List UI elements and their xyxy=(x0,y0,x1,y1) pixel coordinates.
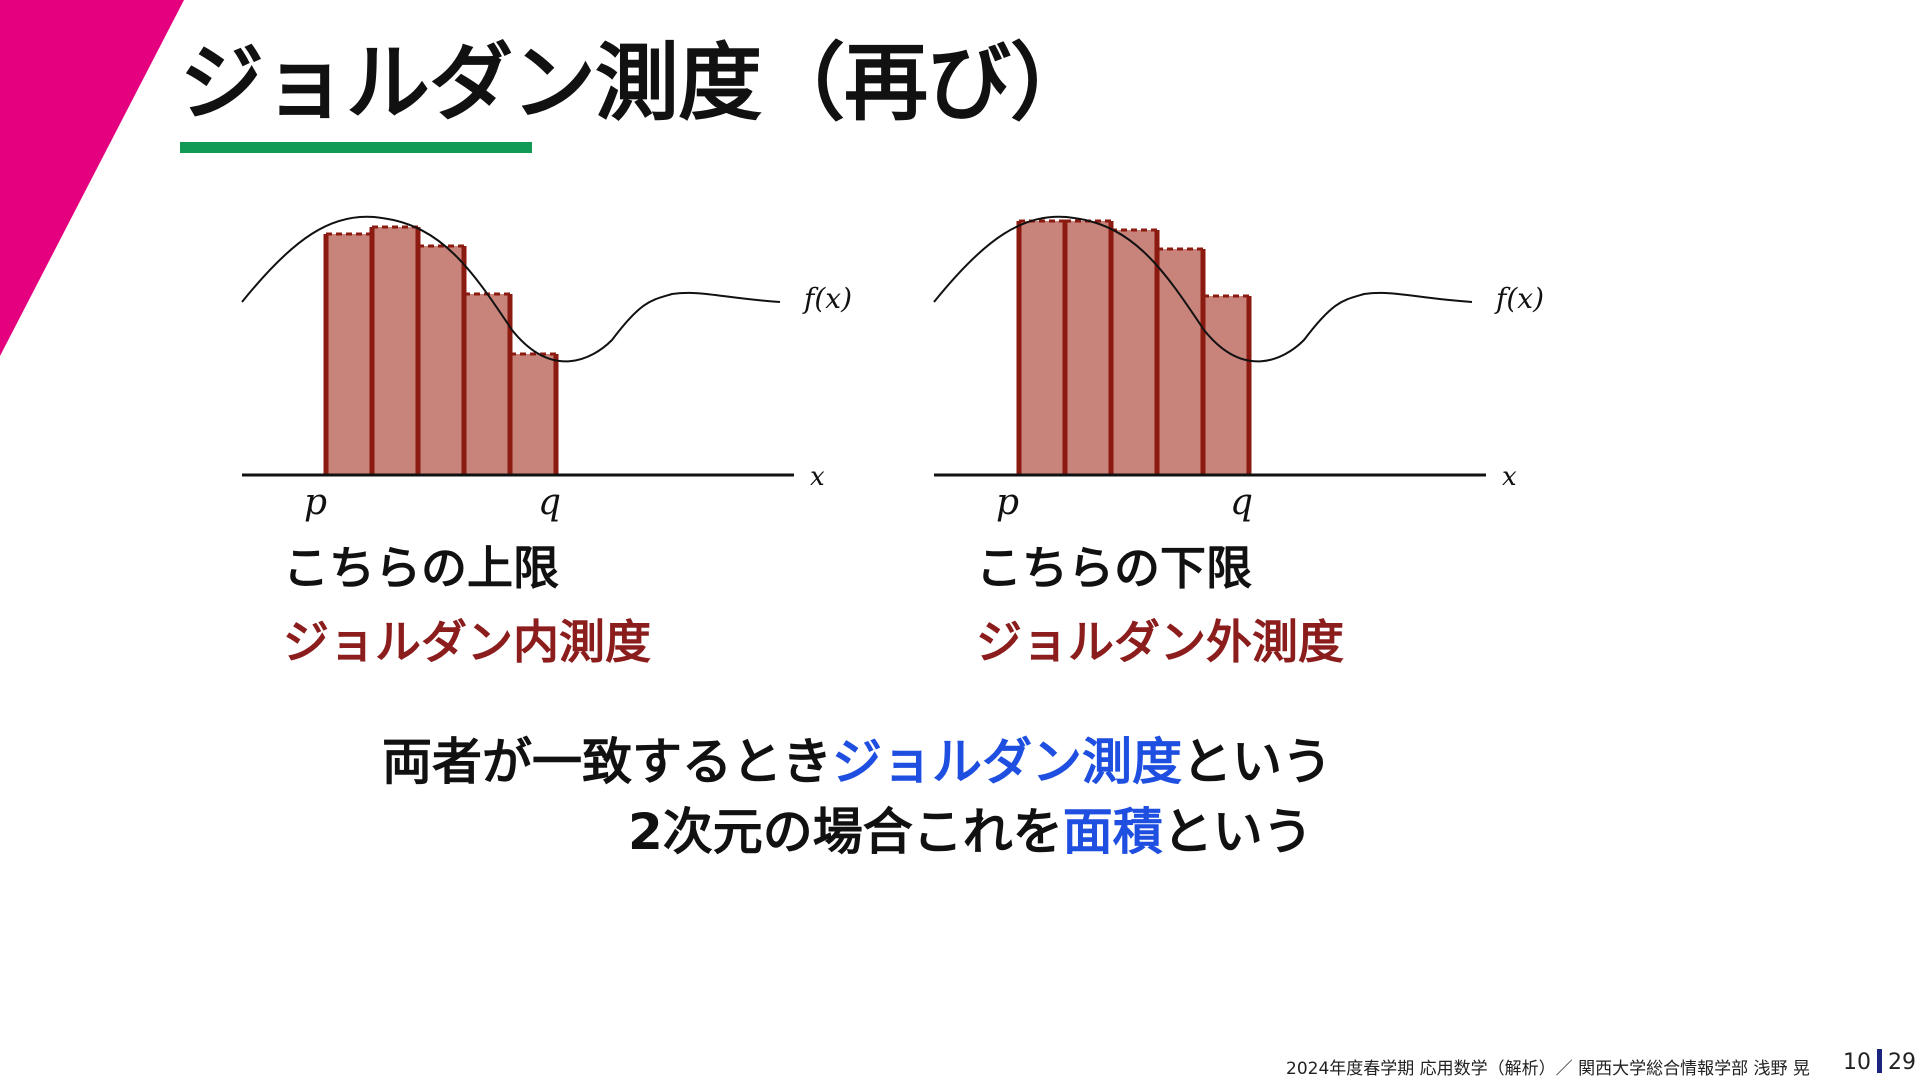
p-label: p xyxy=(996,482,1019,523)
outer-bar-edges xyxy=(1016,221,1252,474)
statement-text: という xyxy=(1182,733,1332,791)
statement-text: 2次元の場合これを xyxy=(628,803,1063,861)
x-axis-label: x xyxy=(810,462,825,492)
slide-title: ジョルダン測度（再び） xyxy=(180,34,1094,132)
p-label: p xyxy=(304,482,327,523)
outer-measure-label: ジョルダン外測度 xyxy=(976,615,1344,669)
statement-text: 両者が一致するとき xyxy=(382,733,832,791)
corner-accent-shape xyxy=(0,0,184,356)
bar xyxy=(326,234,372,474)
term-jordan-measure: ジョルダン測度 xyxy=(832,733,1182,791)
bar xyxy=(1019,221,1065,474)
title-underline xyxy=(180,142,532,153)
outer-bars xyxy=(1019,221,1249,474)
bar xyxy=(464,294,510,474)
q-label: q xyxy=(1230,482,1253,523)
bar xyxy=(418,246,464,474)
statement-line-1: 両者が一致するときジョルダン測度という xyxy=(382,732,1332,792)
q-label: q xyxy=(538,482,561,523)
page-indicator: 10 29 xyxy=(1843,1049,1916,1075)
bar xyxy=(510,354,556,474)
diagram-inner-measure: f(x) x p q xyxy=(241,215,852,523)
page-number: 10 xyxy=(1843,1050,1871,1075)
bar xyxy=(1157,249,1203,474)
function-curve xyxy=(241,215,781,363)
function-curve xyxy=(933,215,1473,363)
curve-label: f(x) xyxy=(802,282,852,315)
inner-bars xyxy=(326,227,556,474)
statement-text: という xyxy=(1162,803,1313,861)
bar xyxy=(1203,296,1249,474)
statement-line-2: 2次元の場合これを面積という xyxy=(628,802,1313,862)
page-separator xyxy=(1877,1049,1882,1073)
inner-measure-label: ジョルダン内測度 xyxy=(283,615,651,669)
bar xyxy=(1111,230,1157,474)
footer-course-info: 2024年度春学期 応用数学（解析）／ 関西大学総合情報学部 浅野 晃 xyxy=(1286,1059,1810,1079)
bar xyxy=(372,227,418,474)
page-total: 29 xyxy=(1888,1050,1916,1075)
x-axis-label: x xyxy=(1502,462,1517,492)
term-area: 面積 xyxy=(1062,803,1163,861)
caption-lower-bound: こちらの下限 xyxy=(976,541,1252,595)
curve-label: f(x) xyxy=(1494,282,1544,315)
inner-bar-edges xyxy=(323,227,559,474)
diagram-outer-measure: f(x) x p q xyxy=(933,215,1544,523)
caption-upper-bound: こちらの上限 xyxy=(283,541,559,595)
bar xyxy=(1065,221,1111,474)
